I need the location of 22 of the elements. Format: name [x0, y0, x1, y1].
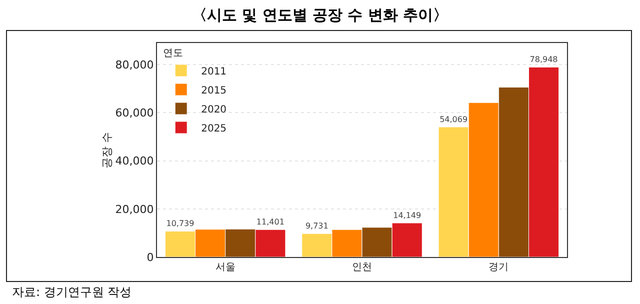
x-tick-label: 서울 [215, 262, 236, 273]
x-tick-label: 경기 [488, 262, 509, 273]
x-tick-label: 인천 [352, 262, 372, 273]
y-axis-title: 공장 수 [100, 132, 114, 168]
legend-label: 2015 [201, 85, 227, 96]
legend-title: 연도 [163, 48, 184, 59]
data-label: 11,401 [256, 218, 284, 227]
data-label: 78,948 [530, 55, 558, 64]
text: 자료: 경기연구원 작성 [12, 284, 132, 301]
data-label: 14,149 [393, 210, 422, 220]
y-tick-label: 40,000 [115, 154, 154, 168]
y-tick-label: 0 [146, 250, 154, 264]
y-tick-label: 60,000 [115, 106, 154, 120]
legend-label: 2025 [201, 123, 227, 134]
legend-label: 2020 [201, 104, 227, 116]
data-label: 9,731 [305, 222, 328, 231]
legend-label: 2011 [201, 66, 227, 78]
y-tick-label: 20,000 [115, 202, 154, 216]
data-label: 54,069 [440, 114, 468, 124]
chart-title: 〈시도 및 연도별 공장 수 변화 추이〉 [190, 5, 450, 26]
data-label: 10,739 [166, 219, 194, 228]
y-tick-label: 80,000 [115, 58, 154, 72]
